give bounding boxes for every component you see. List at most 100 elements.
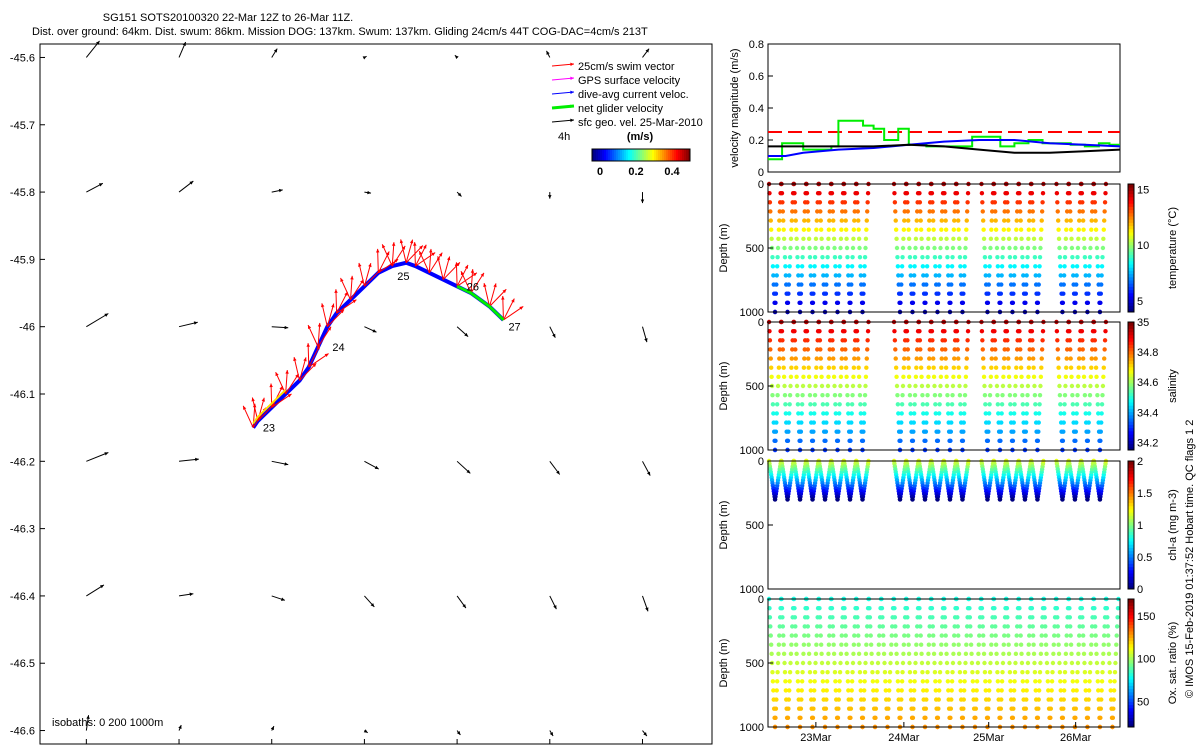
profile-point xyxy=(942,615,948,620)
profile-point xyxy=(956,651,962,657)
profile-point xyxy=(1045,669,1050,675)
colorbar-cell xyxy=(672,149,675,161)
profile-point xyxy=(770,392,775,398)
profile-point xyxy=(897,715,902,721)
profile-point xyxy=(946,706,952,711)
profile-point xyxy=(789,356,795,361)
profile-point xyxy=(1012,254,1018,260)
profile-point xyxy=(1029,605,1035,611)
profile-point xyxy=(795,264,801,269)
profile-point xyxy=(820,264,826,269)
profile-point xyxy=(1051,651,1056,657)
profile-point xyxy=(1075,383,1081,389)
profile-point xyxy=(1105,633,1111,638)
profile-point xyxy=(837,688,842,693)
profile-point xyxy=(1076,374,1081,380)
profile-point xyxy=(842,615,848,620)
geo-vector-head xyxy=(644,338,648,343)
colorbar-cell xyxy=(1128,557,1134,561)
colorbar-cell xyxy=(1128,531,1134,536)
profile-point xyxy=(983,264,988,269)
profile-point xyxy=(1074,402,1080,407)
profile-point xyxy=(989,365,994,370)
profile-point xyxy=(897,300,902,306)
profile-point xyxy=(1005,338,1010,343)
profile-point xyxy=(1009,291,1014,296)
profile-point xyxy=(855,200,860,205)
profile-point xyxy=(936,273,942,278)
profile-point xyxy=(872,715,877,721)
profile-point xyxy=(1083,679,1088,684)
profile-point xyxy=(822,715,827,721)
profile-point xyxy=(926,227,932,232)
colorbar-tick: 0.4 xyxy=(664,166,680,178)
profile-point xyxy=(920,402,926,407)
profile-point xyxy=(997,300,1002,306)
profile-point xyxy=(921,273,926,278)
profile-point xyxy=(1021,429,1027,434)
swim-vector-head xyxy=(306,343,310,347)
profile-point xyxy=(784,706,789,711)
profile-point xyxy=(782,392,788,398)
colorbar-frame xyxy=(1127,321,1135,451)
profile-point xyxy=(817,190,822,196)
profile-point xyxy=(1007,254,1013,260)
profile-point xyxy=(884,697,889,702)
profile-point xyxy=(1030,356,1036,361)
profile-point xyxy=(917,328,922,334)
legend-arrow xyxy=(551,91,575,95)
colorbar-cell xyxy=(1128,720,1134,725)
profile-point xyxy=(795,392,800,398)
colorbar-cell xyxy=(646,149,649,161)
profile-point xyxy=(1083,411,1088,416)
colorbar-cell xyxy=(1128,370,1134,374)
profile-point xyxy=(818,356,823,361)
profile-point xyxy=(844,651,849,657)
profile-point xyxy=(994,660,1000,666)
profile-point xyxy=(1081,365,1086,370)
profile-point xyxy=(1064,356,1069,361)
colorbar-cell xyxy=(594,149,597,161)
profile-point xyxy=(809,715,815,721)
colorbar-cell xyxy=(1128,489,1134,494)
profile-point xyxy=(1057,660,1062,666)
y-tick-label: 0.2 xyxy=(749,135,764,147)
profile-point xyxy=(996,273,1001,278)
profile-point xyxy=(856,651,862,657)
profile-point xyxy=(901,374,906,380)
profile-point xyxy=(830,209,836,214)
colorbar-cell xyxy=(610,149,613,161)
profile-point xyxy=(805,615,810,620)
colorbar-tick: 5 xyxy=(1137,296,1143,308)
profile-point xyxy=(999,688,1004,693)
profile-point xyxy=(999,411,1004,416)
profile-point xyxy=(901,642,907,647)
profile-point xyxy=(980,209,985,214)
profile-point xyxy=(771,688,776,693)
profile-point xyxy=(784,429,789,434)
profile-point xyxy=(781,236,787,242)
profile-point xyxy=(982,669,988,675)
colorbar-cell xyxy=(606,149,609,161)
profile-point xyxy=(1040,190,1046,196)
colorbar-cell xyxy=(632,149,635,161)
profile-point xyxy=(1108,688,1113,693)
profile-point xyxy=(850,254,855,260)
copyright-text: © IMOS 15-Feb-2019 01:37:52 Hobart time.… xyxy=(1184,420,1196,698)
profile-point xyxy=(1018,218,1023,223)
profile-point xyxy=(1024,264,1030,269)
profile-point xyxy=(995,679,1001,684)
profile-point xyxy=(1038,245,1043,251)
profile-point xyxy=(802,209,807,214)
profile-point xyxy=(933,679,938,684)
profile-point xyxy=(893,209,898,214)
profile-point xyxy=(862,264,867,269)
profile-point xyxy=(942,190,947,196)
profile-point xyxy=(926,365,932,370)
profile-point xyxy=(1093,209,1098,214)
colorbar-cell xyxy=(1128,248,1134,252)
profile-point xyxy=(820,254,825,260)
profile-point xyxy=(1017,615,1023,620)
profile-point xyxy=(1064,227,1069,232)
